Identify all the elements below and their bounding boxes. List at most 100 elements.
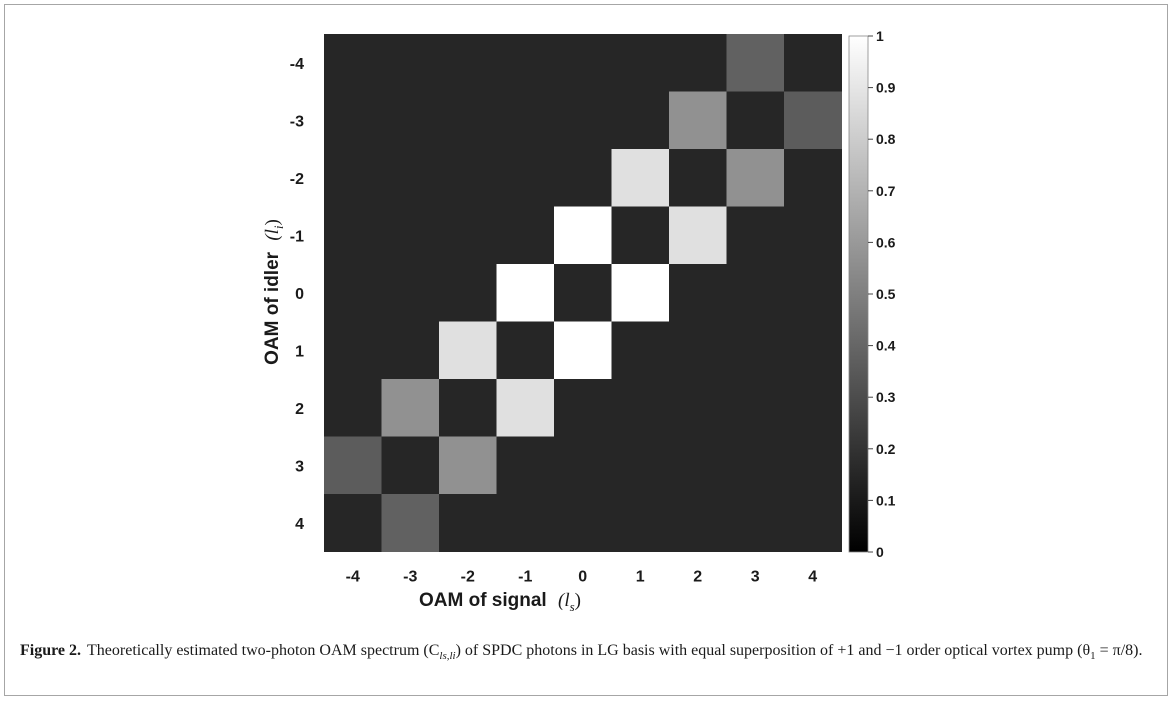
heatmap-cell: [324, 149, 382, 207]
heatmap-cell: [381, 34, 440, 92]
y-tick-label: 4: [295, 516, 304, 533]
heatmap-cell: [554, 321, 612, 380]
heatmap-cell: [554, 34, 612, 92]
colorbar-gradient: [848, 35, 869, 553]
heatmap-cell: [324, 494, 382, 552]
heatmap-cell: [554, 436, 612, 495]
colorbar: 0 0.1 0.2 0.3 0.4 0.5 0.6 0.7 0.8 0.9 1: [848, 28, 896, 560]
x-tick-labels: -4 -3 -2 -1 0 1 2 3 4: [346, 569, 818, 586]
heatmap-cell: [496, 321, 555, 380]
heatmap-cell: [554, 91, 612, 150]
heatmap-cell: [496, 91, 555, 150]
heatmap-cell: [439, 436, 497, 495]
x-axis-label-sub: s: [570, 599, 575, 614]
heatmap-cell: [324, 206, 382, 265]
heatmap-cell: [496, 436, 555, 495]
colorbar-tick-label: 0.7: [876, 183, 896, 199]
heatmap-cell: [554, 379, 612, 437]
heatmap-cell: [381, 379, 440, 437]
heatmap-cell: [554, 206, 612, 265]
heatmap-cell: [669, 379, 727, 437]
heatmap-cell: [381, 494, 440, 552]
heatmap-cell: [726, 321, 785, 380]
heatmap-cell: [784, 206, 842, 265]
heatmap-cell: [726, 34, 785, 92]
heatmap-cell: [784, 34, 842, 92]
heatmap-cell: [496, 34, 555, 92]
heatmap-cell: [381, 321, 440, 380]
heatmap-cell: [726, 494, 785, 552]
x-tick-label: 0: [578, 569, 587, 586]
x-tick-label: -1: [518, 569, 532, 586]
x-tick-label: 2: [693, 569, 702, 586]
heatmap-cell: [669, 34, 727, 92]
y-tick-label: -2: [290, 171, 304, 188]
heatmap-cell: [784, 494, 842, 552]
heatmap-cell: [784, 149, 842, 207]
heatmap-cell: [324, 379, 382, 437]
heatmap-cell: [726, 436, 785, 495]
y-axis-label: OAM of idler (li): [262, 219, 286, 365]
y-axis-label-close: ): [262, 219, 283, 225]
heatmap-cell: [726, 149, 785, 207]
x-axis-label-close: ): [575, 590, 581, 611]
heatmap-cell: [381, 206, 440, 265]
heatmap-cell: [554, 264, 612, 322]
heatmap-cell: [611, 379, 670, 437]
heatmap-cell: [324, 34, 382, 92]
caption-subscript: ls,li: [439, 650, 456, 663]
heatmap-cell: [784, 379, 842, 437]
colorbar-tick-label: 0.8: [876, 131, 896, 147]
heatmap-cell: [381, 436, 440, 495]
colorbar-tick-label: 0: [876, 544, 884, 560]
heatmap-cell: [496, 206, 555, 265]
heatmap-cell: [554, 149, 612, 207]
y-axis-label-math: (l: [262, 229, 283, 241]
heatmap-cell: [669, 206, 727, 265]
y-tick-labels: -4 -3 -2 -1 0 1 2 3 4: [290, 56, 304, 533]
x-axis-label: OAM of signal (ls): [419, 590, 581, 614]
heatmap-cell: [324, 321, 382, 380]
y-axis-label-sub: i: [271, 225, 286, 229]
heatmap-cell: [496, 379, 555, 437]
y-tick-label: 3: [295, 458, 304, 475]
heatmap-cell: [439, 34, 497, 92]
heatmap-cell: [381, 264, 440, 322]
colorbar-tick-label: 0.4: [876, 338, 896, 354]
heatmap-cell: [496, 494, 555, 552]
heatmap-cell: [324, 91, 382, 150]
colorbar-tick-label: 1: [876, 28, 884, 44]
heatmap-cell: [784, 436, 842, 495]
heatmap-cell: [784, 264, 842, 322]
heatmap-cell: [611, 264, 670, 322]
heatmap-cell: [611, 149, 670, 207]
y-tick-label: 1: [295, 343, 304, 360]
colorbar-tick-label: 0.5: [876, 286, 896, 302]
heatmap-cell: [611, 206, 670, 265]
heatmap-cell: [439, 494, 497, 552]
y-tick-label: -4: [290, 56, 304, 73]
x-axis-label-text: OAM of signal: [419, 590, 547, 611]
heatmap-cell: [496, 149, 555, 207]
heatmap-cell: [611, 91, 670, 150]
x-axis-label-math: (l: [558, 590, 570, 611]
x-tick-label: 3: [751, 569, 760, 586]
figure-caption: Figure 2. Theoretically estimated two-pho…: [20, 640, 1150, 667]
y-tick-label: -3: [290, 113, 304, 130]
heatmap-cell: [439, 206, 497, 265]
heatmap-cell: [784, 321, 842, 380]
heatmap-cell: [726, 91, 785, 150]
heatmap-cell: [439, 149, 497, 207]
colorbar-tick-label: 0.3: [876, 389, 896, 405]
heatmap-cell: [611, 34, 670, 92]
heatmap-cell: [496, 264, 555, 322]
heatmap-cell: [784, 91, 842, 150]
heatmap-cell: [669, 494, 727, 552]
heatmap-cell: [324, 264, 382, 322]
heatmap-cell: [726, 206, 785, 265]
heatmap-cell: [669, 91, 727, 150]
heatmap-cell: [554, 494, 612, 552]
colorbar-tick-label: 0.9: [876, 80, 896, 96]
colorbar-tick-label: 0.1: [876, 492, 896, 508]
caption-label: Figure 2.: [20, 642, 82, 659]
